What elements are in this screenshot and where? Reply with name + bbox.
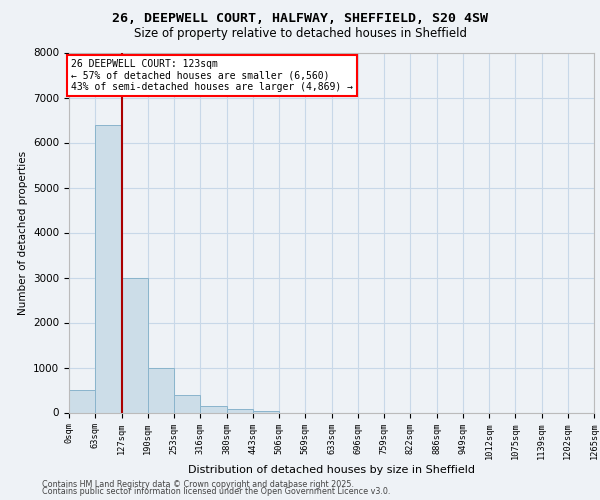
Bar <box>174 394 200 412</box>
Bar <box>200 406 227 412</box>
Bar <box>227 410 253 412</box>
Bar <box>122 278 148 412</box>
Text: 26, DEEPWELL COURT, HALFWAY, SHEFFIELD, S20 4SW: 26, DEEPWELL COURT, HALFWAY, SHEFFIELD, … <box>112 12 488 26</box>
Text: Size of property relative to detached houses in Sheffield: Size of property relative to detached ho… <box>133 28 467 40</box>
Bar <box>95 124 122 412</box>
Bar <box>148 368 174 412</box>
Bar <box>253 411 279 412</box>
Text: Contains public sector information licensed under the Open Government Licence v3: Contains public sector information licen… <box>42 488 391 496</box>
Bar <box>69 390 95 412</box>
Text: 26 DEEPWELL COURT: 123sqm
← 57% of detached houses are smaller (6,560)
43% of se: 26 DEEPWELL COURT: 123sqm ← 57% of detac… <box>71 59 353 92</box>
Text: Contains HM Land Registry data © Crown copyright and database right 2025.: Contains HM Land Registry data © Crown c… <box>42 480 354 489</box>
Y-axis label: Number of detached properties: Number of detached properties <box>17 150 28 314</box>
X-axis label: Distribution of detached houses by size in Sheffield: Distribution of detached houses by size … <box>188 464 475 474</box>
